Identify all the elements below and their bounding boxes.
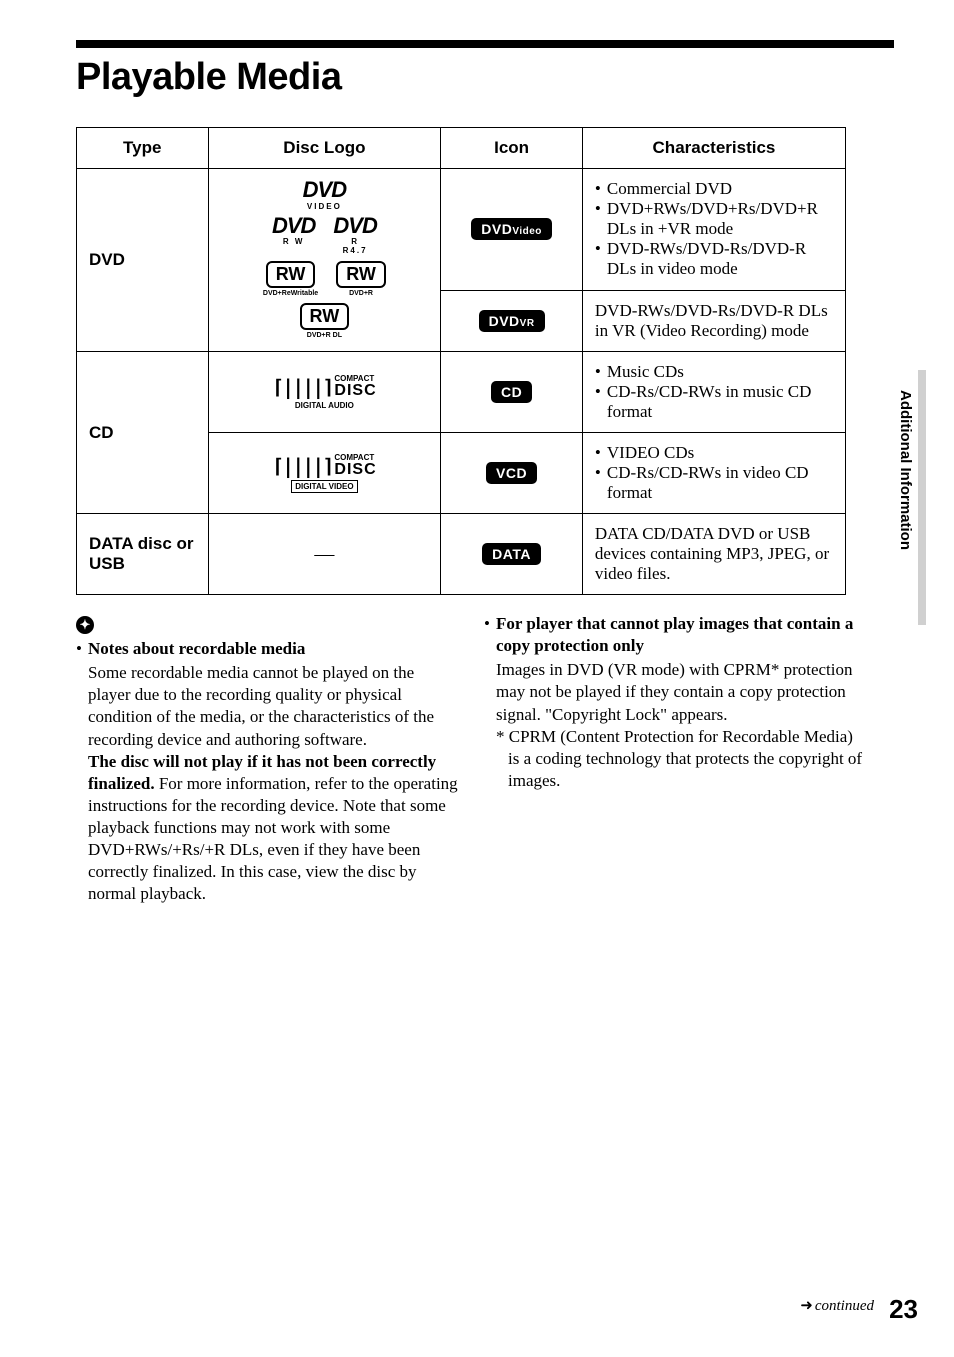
page-number: 23 [889, 1294, 918, 1325]
data-icon: DATA [482, 543, 541, 565]
compact-disc-video-logo: ⌈||||⌉ COMPACTDISC [272, 454, 376, 478]
list-item: CD-Rs/CD-RWs in video CD format [595, 463, 837, 503]
note-body-1: Some recordable media cannot be played o… [76, 662, 458, 750]
side-tab-label: Additional Information [897, 390, 914, 550]
cd-video-logo-cell: ⌈||||⌉ COMPACTDISC DIGITAL VIDEO [208, 433, 441, 514]
continued-label: continued [800, 1296, 874, 1315]
dvd-vr-icon: DVDVR [479, 310, 545, 332]
cd-type-cell: CD [77, 352, 209, 514]
header-logo: Disc Logo [208, 128, 441, 169]
cd-char-cell: Music CDs CD-Rs/CD-RWs in music CD forma… [582, 352, 845, 433]
compact-disc-audio-logo: ⌈||||⌉ COMPACTDISC [272, 375, 376, 399]
dvd-vr-icon-cell: DVDVR [441, 290, 583, 351]
table-row: DATA disc or USB — DATA DATA CD/DATA DVD… [77, 514, 846, 595]
dvd-video-icon-cell: DVDVideo [441, 169, 583, 291]
list-item: DVD-RWs/DVD-Rs/DVD-R DLs in video mode [595, 239, 837, 279]
notes-right-column: For player that cannot play images that … [484, 613, 866, 905]
side-tab-marker [918, 370, 926, 625]
page-title: Playable Media [76, 56, 894, 99]
table-row: DVD DVD VIDEO DVD R W DVD RR4.7 [77, 169, 846, 291]
cd-icon-cell: CD [441, 352, 583, 433]
note-heading: Notes about recordable media [88, 639, 305, 658]
dvd-r47-logo: DVD RR4.7 [333, 217, 376, 256]
data-icon-cell: DATA [441, 514, 583, 595]
dvd-logo-cell: DVD VIDEO DVD R W DVD RR4.7 [208, 169, 441, 352]
list-item: VIDEO CDs [595, 443, 837, 463]
note-footnote: * CPRM (Content Protection for Recordabl… [484, 726, 866, 792]
rw-badge-1: RW DVD+ReWritable [263, 261, 318, 297]
note-heading: For player that cannot play images that … [496, 614, 853, 655]
header-char: Characteristics [582, 128, 845, 169]
dvd-rw-logo: DVD R W [272, 217, 315, 256]
list-item: CD-Rs/CD-RWs in music CD format [595, 382, 837, 422]
data-logo-cell: — [208, 514, 441, 595]
rw-badge-2: RW DVD+R [336, 261, 386, 297]
note-icon: ✦ [76, 616, 94, 634]
header-icon: Icon [441, 128, 583, 169]
note-body-2: The disc will not play if it has not bee… [76, 751, 458, 906]
cd-icon: CD [491, 381, 532, 403]
notes-left-column: ✦ Notes about recordable media Some reco… [76, 613, 458, 905]
cd-audio-logo-cell: ⌈||||⌉ COMPACTDISC DIGITAL AUDIO [208, 352, 441, 433]
vcd-icon: VCD [486, 462, 537, 484]
notes-section: ✦ Notes about recordable media Some reco… [76, 613, 866, 905]
dvd-video-icon: DVDVideo [471, 218, 552, 240]
dvd-video-logo: DVD VIDEO [303, 181, 346, 211]
top-rule [76, 40, 894, 48]
dvd-type-cell: DVD [77, 169, 209, 352]
media-table: Type Disc Logo Icon Characteristics DVD … [76, 127, 846, 595]
rw-badge-3: RW DVD+R DL [300, 303, 350, 339]
dvd-video-char-cell: Commercial DVD DVD+RWs/DVD+Rs/DVD+R DLs … [582, 169, 845, 291]
header-type: Type [77, 128, 209, 169]
note-body-right-1: Images in DVD (VR mode) with CPRM* prote… [484, 659, 866, 725]
table-row: CD ⌈||||⌉ COMPACTDISC DIGITAL AUDIO CD M… [77, 352, 846, 433]
vcd-icon-cell: VCD [441, 433, 583, 514]
data-type-cell: DATA disc or USB [77, 514, 209, 595]
dvd-vr-char-cell: DVD-RWs/DVD-Rs/DVD-R DLs in VR (Video Re… [582, 290, 845, 351]
data-char-cell: DATA CD/DATA DVD or USB devices containi… [582, 514, 845, 595]
list-item: DVD+RWs/DVD+Rs/DVD+R DLs in +VR mode [595, 199, 837, 239]
list-item: Music CDs [595, 362, 837, 382]
list-item: Commercial DVD [595, 179, 837, 199]
vcd-char-cell: VIDEO CDs CD-Rs/CD-RWs in video CD forma… [582, 433, 845, 514]
